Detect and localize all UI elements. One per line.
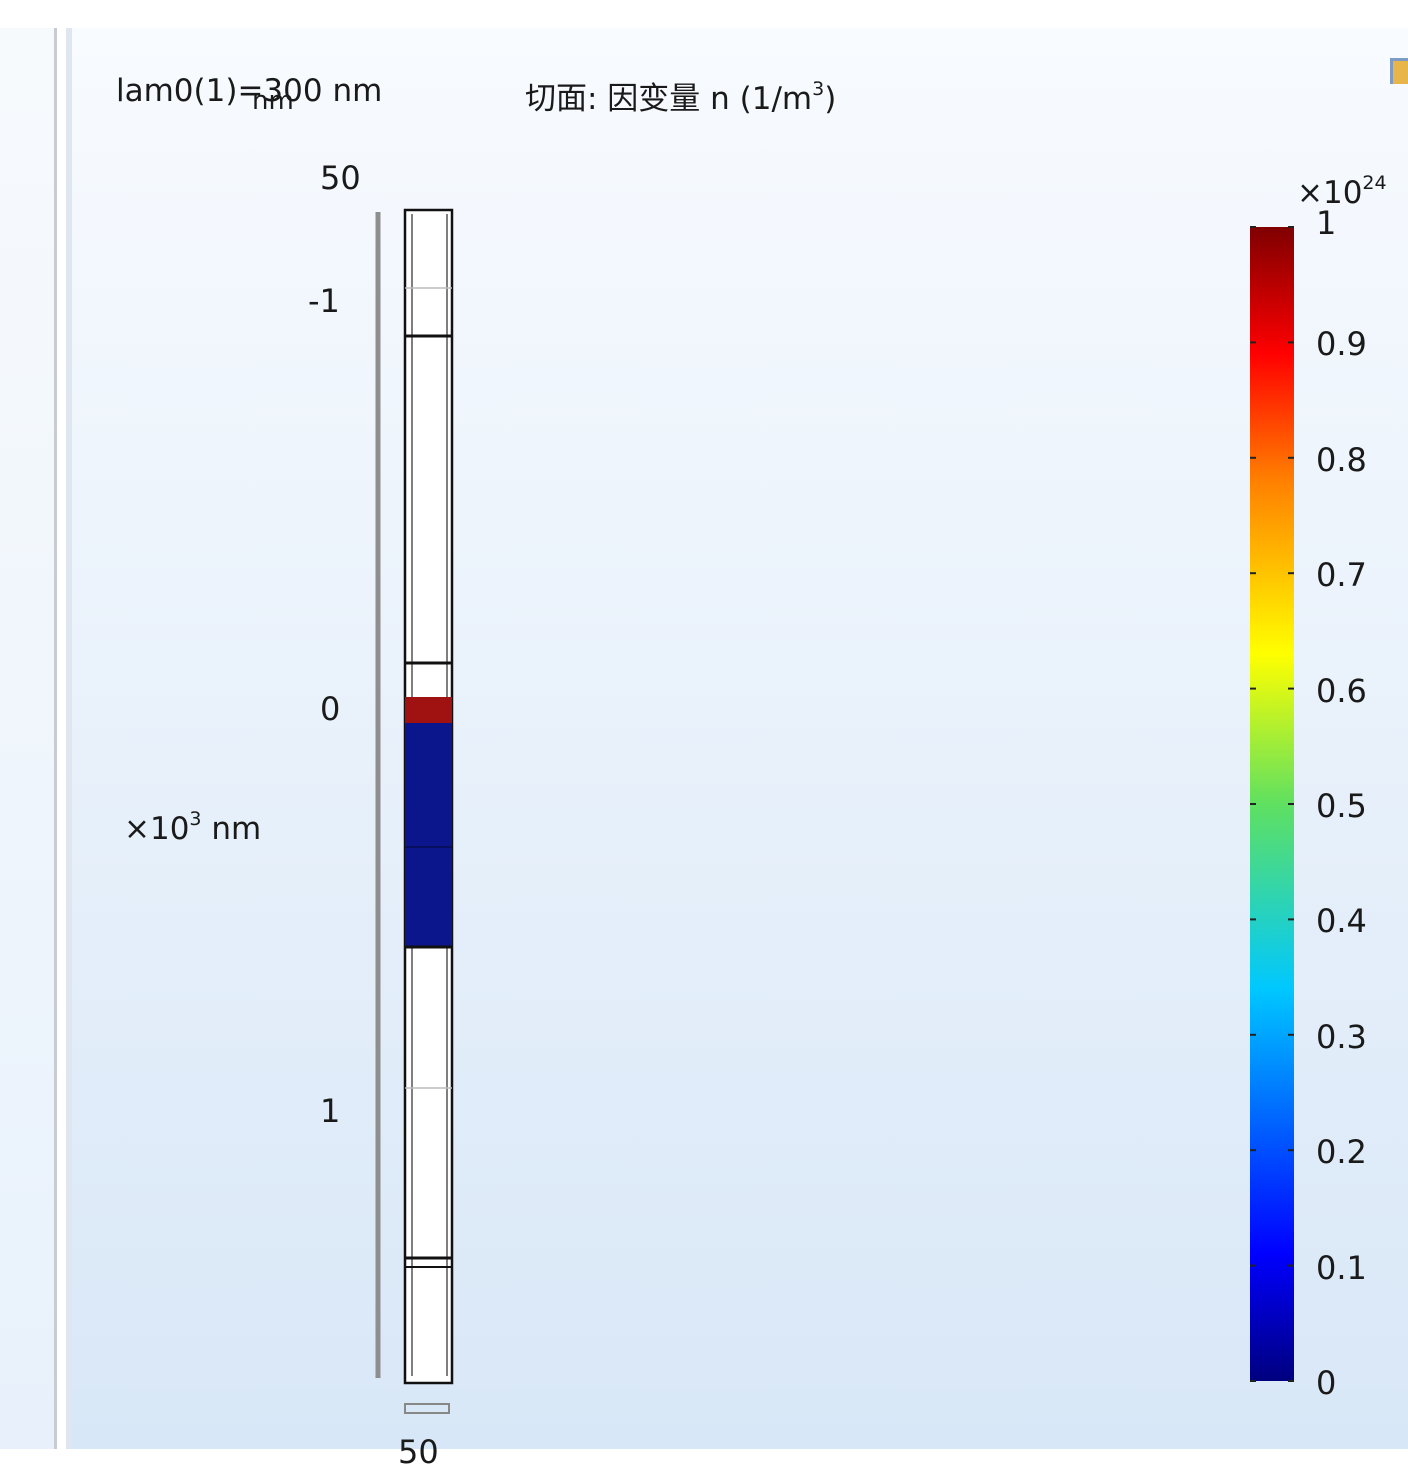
- plot-title: 切面: 因变量 n (1/m3): [525, 78, 837, 117]
- colorbar-tick-marks: [1250, 226, 1294, 1382]
- axis-tick-minus-1: -1: [308, 282, 340, 320]
- view-axis-glyph: [404, 1403, 450, 1414]
- colorbar-tick-label: 1: [1316, 204, 1337, 242]
- colorbar-tick-label: 0: [1316, 1364, 1337, 1402]
- axis-unit-overlay: nm: [252, 86, 294, 116]
- axis-scale-label: ×103 nm: [124, 808, 262, 847]
- colorbar-tick-label: 0.8: [1316, 440, 1367, 479]
- colorbar-tick-label: 0.4: [1316, 902, 1367, 941]
- axis-tick-top-50: 50: [320, 159, 361, 197]
- splitter-edge: [66, 28, 72, 1449]
- parameter-label: lam0(1)=300 nm: [116, 73, 383, 109]
- axis-tick-1: 1: [320, 1092, 341, 1130]
- colorbar-tick-label: 0.9: [1316, 325, 1367, 364]
- colorbar-gradient: [1250, 227, 1294, 1381]
- low-density-layer: [405, 723, 452, 947]
- colorbar-tick-label: 0.5: [1316, 787, 1367, 825]
- colorbar-tick-label: 0.3: [1316, 1017, 1367, 1056]
- splitter[interactable]: [54, 28, 57, 1449]
- colorbar-tick-label: 0.6: [1316, 671, 1367, 710]
- side-panel: [0, 28, 54, 1449]
- colorbar-tick-label: 0.1: [1316, 1248, 1367, 1287]
- colorbar-scale-label: ×1024: [1297, 172, 1387, 211]
- axis-tick-0: 0: [320, 690, 341, 728]
- colorbar-tick-label: 0.7: [1316, 556, 1367, 595]
- toolbar-icon[interactable]: [1390, 58, 1408, 84]
- high-density-layer: [405, 697, 452, 723]
- graphics-window[interactable]: [72, 28, 1408, 1449]
- colorbar-tick-label: 0.2: [1316, 1133, 1367, 1172]
